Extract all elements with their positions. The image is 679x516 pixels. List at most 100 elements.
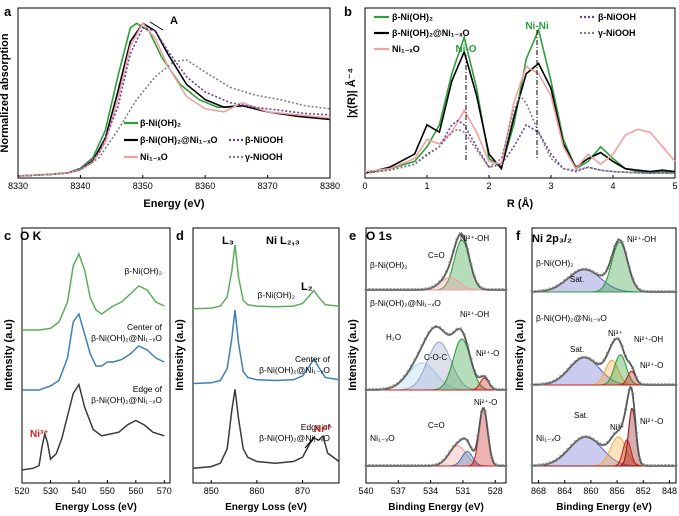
data-point <box>577 268 581 272</box>
data-point <box>364 287 368 291</box>
x-tick-label: 870 <box>295 486 310 496</box>
data-point <box>645 463 649 467</box>
annotation-L3: L₃ <box>222 235 234 247</box>
data-point <box>367 387 371 391</box>
data-point <box>434 283 438 287</box>
annotation-f-nio-2: Ni²⁺-O <box>640 361 663 370</box>
data-point <box>504 287 508 291</box>
group-label: Ni₁₋ₓO <box>370 433 395 443</box>
data-point <box>427 331 431 335</box>
data-point <box>486 379 490 383</box>
data-point <box>530 289 534 293</box>
data-point <box>674 382 678 386</box>
data-point <box>497 463 501 467</box>
data-point <box>588 435 592 439</box>
x-axis-label-a: Energy (eV) <box>143 198 204 210</box>
data-point <box>416 287 420 291</box>
data-point <box>371 387 375 391</box>
data-point <box>631 392 635 396</box>
curve-label: β-Ni(OH)₂ <box>258 290 295 300</box>
legend-label: γ-NiOOH <box>245 152 283 162</box>
title-c: O K <box>20 229 42 243</box>
data-point <box>609 436 613 440</box>
data-point <box>562 279 566 283</box>
x-tick-label: 8360 <box>195 181 215 191</box>
series-group-e <box>364 231 508 467</box>
data-point <box>591 437 595 441</box>
data-point <box>537 289 541 293</box>
data-point <box>598 442 602 446</box>
data-point <box>588 268 592 272</box>
series-line-2 <box>17 21 331 177</box>
annotation-h2o: H₂O <box>386 333 401 342</box>
data-point <box>364 463 368 467</box>
annotation-coc: C-O-C <box>424 353 447 362</box>
data-point <box>392 463 396 467</box>
series-line-4 <box>364 94 675 174</box>
annotation-nio-2: Ni²⁺-O <box>476 349 499 358</box>
annotation-ni-o: Ni-O <box>455 44 476 55</box>
data-point <box>458 438 462 442</box>
data-point <box>462 332 466 336</box>
data-point <box>544 462 548 466</box>
data-point <box>406 287 410 291</box>
data-point <box>580 435 584 439</box>
arrow-a <box>149 21 164 31</box>
data-point <box>483 374 487 378</box>
tick-labels-e: 540 537 534 531 528 <box>358 480 503 496</box>
x-tick-label: 8370 <box>258 181 278 191</box>
arrow-d <box>304 435 316 449</box>
data-point <box>423 287 427 291</box>
x-tick-label: 3 <box>548 181 553 191</box>
data-point <box>388 385 392 389</box>
tick-labels-a: 8330 8340 8350 8360 8370 8380 <box>8 175 340 191</box>
data-point <box>649 382 653 386</box>
x-tick-label: 531 <box>455 486 470 496</box>
data-point <box>660 289 664 293</box>
data-point <box>409 463 413 467</box>
data-point <box>430 326 434 330</box>
data-point <box>584 355 588 359</box>
data-point <box>413 463 417 467</box>
data-point <box>371 463 375 467</box>
data-point <box>537 463 541 467</box>
data-point <box>584 434 588 438</box>
data-point <box>402 463 406 467</box>
annotation-nioh-2: Ni²⁺-OH <box>460 310 489 319</box>
data-point <box>667 382 671 386</box>
data-point <box>486 435 490 439</box>
panel-label-c: c <box>4 228 11 243</box>
plot-frame-b <box>364 7 676 179</box>
data-point <box>434 463 438 467</box>
data-point <box>642 463 646 467</box>
data-point <box>616 337 620 341</box>
data-point <box>591 359 595 363</box>
annotation-f-sat-3: Sat. <box>574 411 588 420</box>
x-tick-label: 550 <box>100 486 115 496</box>
data-point <box>371 287 375 291</box>
data-point <box>616 238 620 242</box>
series-line-4 <box>17 59 331 177</box>
x-axis-label-e: Binding Energy (eV) <box>388 502 484 513</box>
series-line-2 <box>364 65 676 173</box>
data-point <box>493 387 497 391</box>
data-point <box>504 463 508 467</box>
x-tick-label: 530 <box>43 486 58 496</box>
data-point <box>544 288 548 292</box>
series-group-f <box>530 238 678 467</box>
data-point <box>598 361 602 365</box>
data-point <box>559 374 563 378</box>
data-point <box>595 440 599 444</box>
data-point <box>530 463 534 467</box>
data-point <box>660 382 664 386</box>
data-point <box>627 388 631 392</box>
series-line-2 <box>192 389 340 470</box>
data-point <box>430 463 434 467</box>
curve-label: β-Ni(OH)₂@Ni₁₋ₓO <box>91 333 162 343</box>
x-tick-label: 868 <box>531 486 546 496</box>
panel-f: f Ni 2p₃/₂ 868 864 860 856 852 848 Binding En… <box>514 227 678 513</box>
data-point <box>402 374 406 378</box>
data-point <box>534 289 538 293</box>
